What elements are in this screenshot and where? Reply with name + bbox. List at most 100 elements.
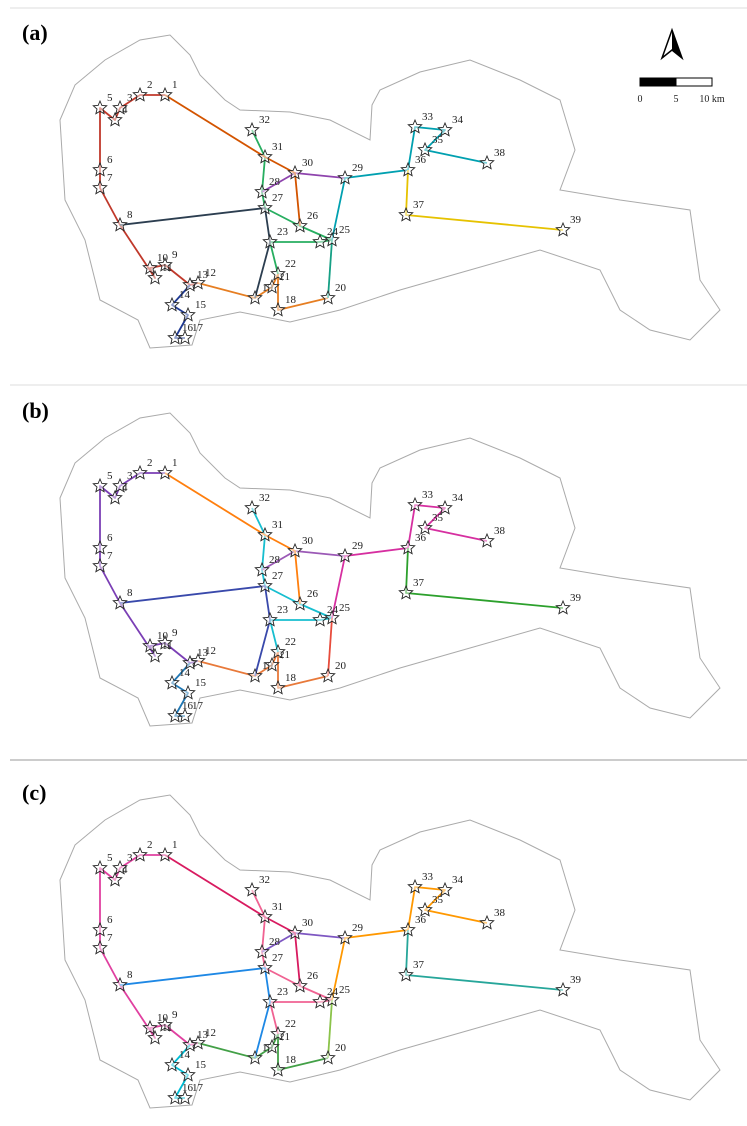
station-label: 32	[259, 492, 270, 504]
station-label: 4	[122, 104, 128, 116]
region-outline	[60, 35, 720, 348]
route	[406, 548, 563, 608]
panel-label: (a)	[22, 20, 48, 45]
station-label: 26	[307, 210, 319, 222]
station-label: 37	[413, 959, 425, 971]
station-label: 5	[107, 852, 113, 864]
station-label: 5	[107, 92, 113, 104]
route	[165, 95, 300, 226]
station-label: 23	[277, 604, 289, 616]
station-star	[113, 218, 126, 231]
station-label: 22	[285, 258, 296, 270]
station-label: 27	[272, 952, 284, 964]
station-star	[148, 1031, 161, 1044]
station-star	[293, 597, 306, 610]
station-label: 14	[179, 289, 191, 301]
station-star	[399, 208, 412, 221]
station-label: 17	[192, 1082, 204, 1094]
station-label: 2	[147, 457, 153, 469]
station-label: 32	[259, 114, 270, 126]
station-label: 3	[127, 852, 133, 864]
station-star	[263, 613, 276, 626]
station-star	[556, 601, 569, 614]
station-label: 25	[339, 984, 351, 996]
station-star	[556, 983, 569, 996]
station-label: 29	[352, 922, 364, 934]
station-label: 6	[107, 914, 113, 926]
station-label: 18	[285, 294, 297, 306]
route	[165, 855, 300, 986]
station-label: 13	[197, 1029, 209, 1041]
station-label: 15	[195, 677, 207, 689]
station-label: 8	[127, 209, 133, 221]
station-label: 23	[277, 986, 289, 998]
station-label: 4	[122, 864, 128, 876]
station-label: 22	[285, 636, 296, 648]
station-label: 3	[127, 92, 133, 104]
station-label: 33	[422, 111, 434, 123]
station-star	[108, 873, 121, 886]
station-label: 39	[570, 592, 582, 604]
station-label: 6	[107, 532, 113, 544]
station-label: 18	[285, 1054, 297, 1066]
station-label: 30	[302, 157, 314, 169]
station-label: 4	[122, 482, 128, 494]
station-label: 28	[269, 176, 281, 188]
route	[165, 473, 300, 604]
region-outline	[60, 413, 720, 726]
station-label: 22	[285, 1018, 296, 1030]
station-label: 3	[127, 470, 133, 482]
station-label: 17	[192, 700, 204, 712]
station-label: 38	[494, 525, 506, 537]
route	[332, 127, 487, 240]
station-star	[148, 271, 161, 284]
station-label: 1	[172, 839, 178, 851]
station-star	[245, 501, 258, 514]
station-star	[113, 978, 126, 991]
station-label: 1	[172, 79, 178, 91]
station-star	[113, 596, 126, 609]
station-label: 15	[195, 1059, 207, 1071]
station-label: 1	[172, 457, 178, 469]
station-star	[248, 1051, 261, 1064]
station-label: 8	[127, 969, 133, 981]
station-star	[245, 123, 258, 136]
region-outline	[60, 795, 720, 1108]
station-label: 26	[307, 588, 319, 600]
station-star	[480, 916, 493, 929]
route	[332, 505, 487, 618]
station-label: 27	[272, 192, 284, 204]
station-label: 31	[272, 901, 283, 913]
station-star	[271, 681, 284, 694]
station-star	[271, 1063, 284, 1076]
station-star	[181, 686, 194, 699]
figure: 0 5 10 km 123456789101112131415161718192…	[0, 0, 747, 1126]
station-label: 34	[452, 874, 464, 886]
station-label: 37	[413, 199, 425, 211]
station-star	[271, 303, 284, 316]
station-star	[108, 113, 121, 126]
station-star	[181, 1068, 194, 1081]
station-label: 27	[272, 570, 284, 582]
station-star	[248, 291, 261, 304]
panel-label: (b)	[22, 398, 49, 423]
station-label: 20	[335, 660, 347, 672]
station-label: 17	[192, 322, 204, 334]
station-star	[293, 219, 306, 232]
station-star	[399, 968, 412, 981]
scale-bar: 0 5 10 km	[638, 78, 725, 105]
route	[328, 618, 332, 676]
station-label: 30	[302, 535, 314, 547]
station-star	[556, 223, 569, 236]
station-label: 2	[147, 839, 153, 851]
station-label: 7	[107, 172, 113, 184]
station-label: 25	[339, 602, 351, 614]
station-label: 33	[422, 871, 434, 883]
station-star	[93, 181, 106, 194]
station-star	[480, 156, 493, 169]
station-star	[108, 491, 121, 504]
station-star	[263, 235, 276, 248]
station-label: 28	[269, 936, 281, 948]
station-label: 7	[107, 550, 113, 562]
